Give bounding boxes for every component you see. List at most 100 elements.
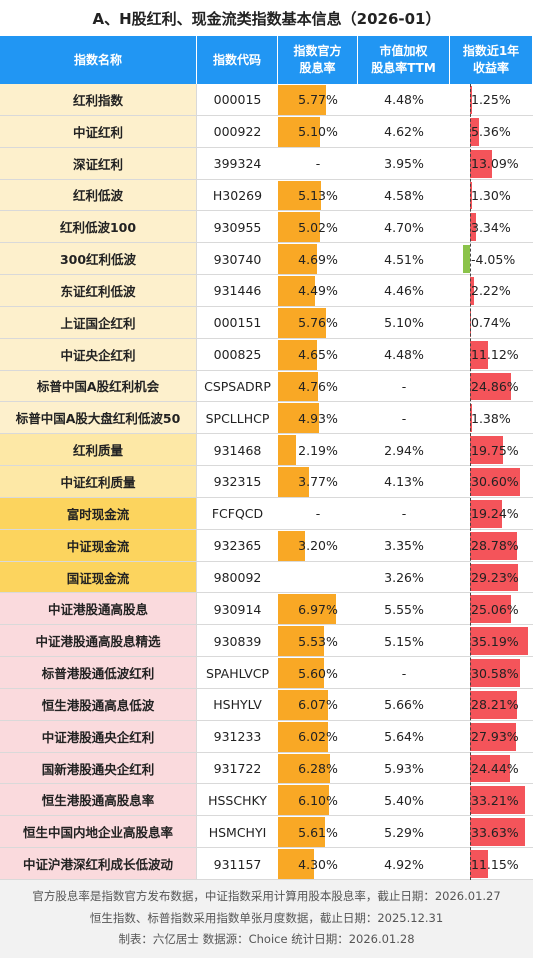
yield-label: 4.65% bbox=[298, 347, 338, 363]
return-bar bbox=[470, 340, 489, 369]
return-bar bbox=[470, 531, 518, 560]
yield-bar bbox=[278, 785, 329, 816]
yield-bar bbox=[278, 530, 305, 561]
row-bg bbox=[0, 530, 533, 562]
row-bg bbox=[0, 721, 533, 753]
index-name: 东证红利低波 bbox=[0, 275, 197, 307]
return-bar bbox=[470, 468, 521, 496]
yield-bar bbox=[278, 626, 324, 657]
ttm-label: - bbox=[401, 410, 407, 426]
row-bg bbox=[0, 371, 533, 403]
ttm-label: 5.64% bbox=[384, 729, 424, 745]
ttm-label: - bbox=[401, 665, 407, 681]
index-code: 932315 bbox=[213, 474, 262, 490]
ttm-label: 3.26% bbox=[384, 570, 424, 585]
index-code: 930839 bbox=[213, 633, 262, 649]
index-code: 931722 bbox=[213, 761, 262, 777]
row-bg bbox=[0, 593, 533, 626]
index-code: 000151 bbox=[213, 315, 262, 331]
ttm-label: 5.29% bbox=[384, 824, 424, 840]
yield-label: 6.10% bbox=[298, 792, 338, 808]
index-code: CSPSADRP bbox=[204, 378, 271, 394]
ttm-label: 5.93% bbox=[384, 761, 424, 777]
yield-label bbox=[278, 562, 358, 594]
return-bar bbox=[470, 436, 503, 465]
index-name: 标普港股通低波红利 bbox=[0, 657, 197, 689]
index-name: 恒生港股通高股息率 bbox=[0, 784, 197, 817]
return-label: 28.78% bbox=[471, 538, 519, 554]
index-name: 富时现金流 bbox=[0, 497, 197, 530]
ttm-label: 2.94% bbox=[384, 442, 424, 458]
header-cell: 指数名称 bbox=[0, 36, 197, 84]
return-bar bbox=[470, 404, 473, 433]
return-label: 0.74% bbox=[471, 315, 511, 331]
yield-label: 4.93% bbox=[298, 410, 338, 426]
return-label: 13.09% bbox=[471, 156, 519, 172]
yield-bar bbox=[278, 594, 336, 625]
return-bar bbox=[470, 818, 526, 847]
return-label: 5.36% bbox=[471, 124, 511, 140]
yield-bar bbox=[278, 339, 317, 370]
yield-label: 5.76% bbox=[298, 315, 338, 331]
return-label: 3.34% bbox=[471, 219, 511, 235]
index-code: 931233 bbox=[213, 729, 262, 745]
return-label: 11.15% bbox=[471, 856, 519, 872]
yield-bar bbox=[278, 180, 321, 211]
ttm-label: 4.46% bbox=[384, 283, 424, 299]
yield-label: 6.97% bbox=[298, 601, 338, 617]
return-bar bbox=[470, 149, 492, 178]
return-bar bbox=[470, 499, 502, 528]
index-code: 932365 bbox=[213, 538, 262, 554]
row-bg bbox=[0, 84, 533, 116]
return-label: 24.86% bbox=[471, 378, 519, 394]
return-bar bbox=[463, 245, 470, 274]
return-bar bbox=[470, 181, 473, 210]
return-bar bbox=[470, 786, 525, 815]
yield-label: 3.77% bbox=[298, 474, 338, 490]
index-name: 中证沪港深红利成长低波动 bbox=[0, 848, 197, 880]
yield-bar bbox=[278, 689, 329, 720]
ttm-label: 5.10% bbox=[384, 315, 424, 331]
index-name: 深证红利 bbox=[0, 147, 197, 180]
index-name: 标普中国A股红利机会 bbox=[0, 370, 197, 403]
index-code: 931446 bbox=[213, 283, 262, 299]
yield-bar bbox=[278, 85, 326, 115]
return-label: 27.93% bbox=[471, 729, 519, 745]
row-bg bbox=[0, 211, 533, 244]
return-label: 2.22% bbox=[471, 283, 511, 299]
return-bar bbox=[470, 213, 476, 242]
index-name: 红利低波100 bbox=[0, 211, 197, 244]
return-bar bbox=[470, 563, 519, 592]
yield-label: 5.10% bbox=[298, 124, 338, 140]
index-code: HSSCHKY bbox=[208, 792, 267, 808]
row-bg bbox=[0, 753, 533, 785]
ttm-label: 4.48% bbox=[384, 347, 424, 363]
index-name: 中证红利 bbox=[0, 115, 197, 148]
return-label: 1.25% bbox=[471, 92, 511, 108]
index-code: FCFQCD bbox=[211, 506, 264, 522]
index-name: 恒生港股通高息低波 bbox=[0, 688, 197, 721]
index-name: 国证现金流 bbox=[0, 561, 197, 594]
footer-bg bbox=[0, 880, 533, 958]
yield-bar bbox=[278, 817, 325, 848]
yield-label: 3.20% bbox=[298, 538, 338, 554]
yield-label: 2.19% bbox=[298, 442, 338, 458]
row-bg bbox=[0, 657, 533, 689]
row-bg bbox=[0, 562, 533, 594]
return-label: 19.24% bbox=[471, 506, 519, 522]
index-name: 中证港股通高股息精选 bbox=[0, 625, 197, 658]
return-bar bbox=[470, 277, 474, 305]
return-label: 30.58% bbox=[471, 665, 519, 681]
index-name: 中证红利质量 bbox=[0, 466, 197, 498]
row-bg bbox=[0, 148, 533, 180]
ttm-label: - bbox=[401, 506, 407, 522]
row-bg bbox=[0, 498, 533, 530]
index-code: SPAHLVCP bbox=[205, 665, 270, 681]
yield-bar bbox=[278, 116, 321, 147]
index-code: 931157 bbox=[213, 856, 262, 872]
index-name: 红利质量 bbox=[0, 434, 197, 467]
header-cell: 指数近1年 收益率 bbox=[450, 36, 533, 84]
index-code: 930740 bbox=[213, 251, 262, 267]
ttm-label: 3.35% bbox=[384, 538, 424, 554]
ttm-label: - bbox=[401, 378, 407, 394]
